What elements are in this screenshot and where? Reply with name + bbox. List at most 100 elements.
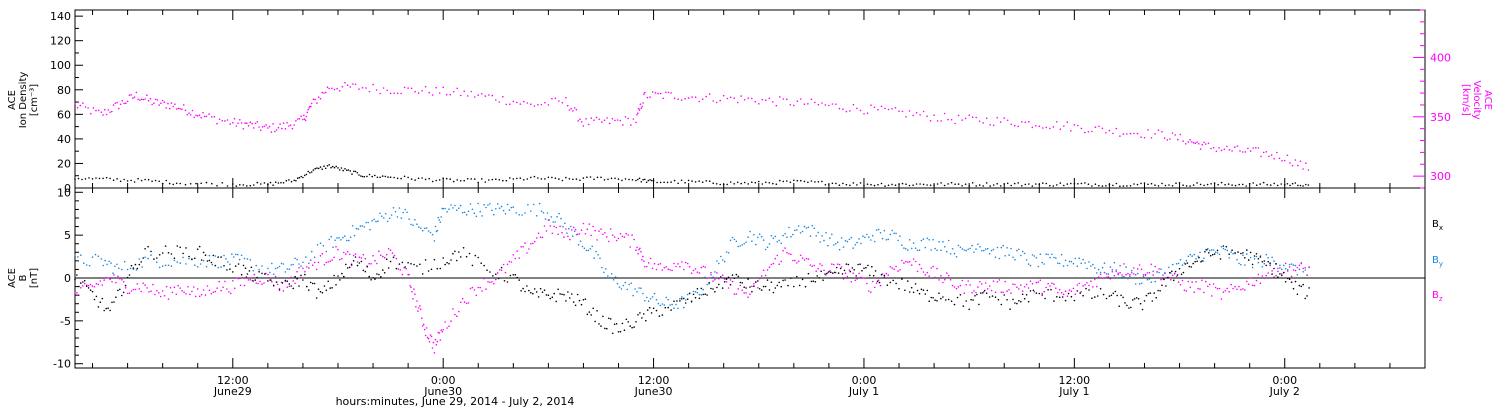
- bz-point: [1072, 287, 1075, 290]
- velocity-point: [270, 131, 273, 133]
- by-point: [887, 238, 890, 241]
- by-point: [1175, 263, 1178, 265]
- bz-point: [1265, 274, 1267, 277]
- bx-point: [623, 329, 626, 332]
- bz-point: [604, 232, 606, 234]
- bz-point: [380, 254, 382, 257]
- velocity-point: [1087, 131, 1090, 133]
- velocity-point: [509, 103, 511, 105]
- velocity-point: [1179, 133, 1182, 136]
- by-point: [1121, 276, 1123, 278]
- by-point: [646, 296, 648, 299]
- density-point: [1269, 184, 1272, 186]
- legend-subscript: y: [1439, 260, 1443, 268]
- by-point: [1150, 281, 1153, 284]
- bz-point: [512, 254, 515, 256]
- density-point: [328, 164, 331, 166]
- by-point: [294, 257, 296, 260]
- by-point: [363, 226, 366, 228]
- bx-point: [1094, 296, 1096, 298]
- velocity-point: [1038, 125, 1041, 127]
- bx-point: [111, 301, 113, 304]
- bz-point: [957, 286, 960, 288]
- by-point: [100, 258, 103, 260]
- bz-point: [920, 267, 923, 270]
- bz-point: [429, 334, 432, 336]
- bz-point: [526, 252, 528, 254]
- velocity-point: [912, 114, 914, 117]
- bx-point: [673, 300, 675, 303]
- bz-point: [134, 288, 137, 291]
- bz-point: [1125, 273, 1127, 276]
- bx-point: [327, 280, 330, 283]
- bz-point: [1057, 291, 1059, 294]
- by-point: [1238, 262, 1240, 265]
- bz-point: [1029, 280, 1032, 283]
- bz-point: [136, 283, 139, 285]
- by-point: [493, 213, 495, 216]
- by-point: [755, 243, 757, 246]
- velocity-point: [768, 97, 771, 100]
- bz-point: [852, 272, 854, 275]
- bz-point: [1308, 266, 1310, 269]
- velocity-point: [1239, 150, 1241, 152]
- bx-point: [606, 327, 608, 330]
- density-point: [943, 184, 946, 187]
- by-point: [718, 262, 720, 265]
- velocity-point: [817, 103, 820, 106]
- velocity-point: [1063, 125, 1065, 127]
- bz-point: [1185, 290, 1188, 292]
- density-point: [253, 184, 255, 186]
- bz-point: [1043, 290, 1045, 293]
- by-point: [129, 267, 132, 270]
- bx-point: [117, 289, 119, 292]
- by-point: [1185, 259, 1188, 262]
- by-point: [518, 214, 520, 216]
- density-point: [1077, 183, 1079, 185]
- bz-point: [218, 280, 220, 283]
- by-point: [1045, 253, 1047, 255]
- velocity-point: [175, 108, 178, 110]
- velocity-point: [158, 104, 160, 106]
- by-point: [487, 204, 489, 206]
- density-point: [338, 169, 341, 171]
- by-point: [502, 209, 505, 212]
- bz-point: [495, 278, 497, 281]
- bx-point: [376, 273, 378, 275]
- velocity-point: [1273, 157, 1275, 160]
- density-point: [216, 185, 218, 187]
- bz-point: [198, 295, 201, 298]
- by-point: [1033, 255, 1036, 257]
- velocity-tick-label: 350: [1430, 111, 1451, 124]
- bx-point: [1283, 271, 1285, 274]
- velocity-point: [624, 116, 627, 118]
- velocity-point: [587, 123, 590, 126]
- bz-point: [89, 283, 92, 286]
- velocity-point: [701, 98, 704, 100]
- density-point: [701, 181, 704, 183]
- by-point: [570, 225, 572, 228]
- bz-point: [431, 347, 434, 349]
- bz-point: [905, 260, 907, 263]
- by-point: [205, 265, 208, 268]
- density-point: [158, 180, 160, 183]
- legend-base: B: [1432, 255, 1439, 266]
- by-point: [384, 213, 387, 215]
- bz-point: [1306, 274, 1308, 276]
- bz-point: [1171, 274, 1174, 277]
- velocity-point: [996, 117, 998, 119]
- density-point: [98, 177, 101, 180]
- by-point: [788, 226, 790, 229]
- by-point: [766, 246, 769, 248]
- bx-point: [1284, 281, 1287, 283]
- density-point: [1045, 182, 1048, 185]
- bz-point: [1232, 287, 1234, 290]
- density-point: [586, 176, 588, 178]
- bz-point: [411, 291, 413, 293]
- bz-point: [811, 265, 814, 268]
- bx-point: [1306, 295, 1308, 297]
- by-point: [471, 208, 474, 211]
- bz-point: [753, 283, 755, 285]
- bx-point: [458, 251, 460, 253]
- density-point: [814, 181, 816, 183]
